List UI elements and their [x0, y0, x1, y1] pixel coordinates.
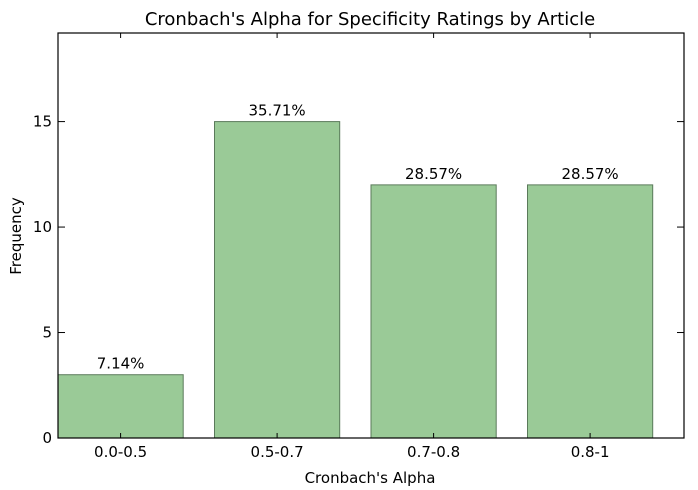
bars-group — [57, 121, 654, 439]
x-tick-label-0.8-1: 0.8-1 — [571, 443, 610, 461]
bar-0.0-0.5 — [57, 374, 184, 439]
x-tick-label-0.7-0.8: 0.7-0.8 — [407, 443, 460, 461]
y-tick-label-15: 15 — [33, 113, 52, 131]
y-tick-label-5: 5 — [42, 324, 52, 342]
y-tick-label-10: 10 — [33, 218, 52, 236]
data-label-0.0-0.5: 7.14% — [97, 355, 145, 373]
bar-0.8-1 — [527, 184, 654, 439]
x-tick-label-0.0-0.5: 0.0-0.5 — [94, 443, 147, 461]
x-axis-label: Cronbach's Alpha — [305, 469, 436, 487]
data-label-0.5-0.7: 35.71% — [248, 102, 305, 120]
plot-frame — [57, 32, 685, 439]
bar-0.5-0.7 — [214, 121, 341, 439]
ticks-group: 0.0-0.5 0.5-0.7 0.7-0.8 0.8-1 0 5 10 15 — [33, 33, 684, 461]
y-tick-label-0: 0 — [42, 429, 52, 447]
data-label-0.8-1: 28.57% — [561, 165, 618, 183]
bar-0.7-0.8 — [370, 184, 497, 439]
data-label-0.7-0.8: 28.57% — [405, 165, 462, 183]
y-axis-label: Frequency — [7, 197, 25, 275]
x-tick-label-0.5-0.7: 0.5-0.7 — [251, 443, 304, 461]
data-labels-group: 7.14% 35.71% 28.57% 28.57% — [97, 102, 619, 373]
chart-title: Cronbach's Alpha for Specificity Ratings… — [145, 9, 595, 30]
